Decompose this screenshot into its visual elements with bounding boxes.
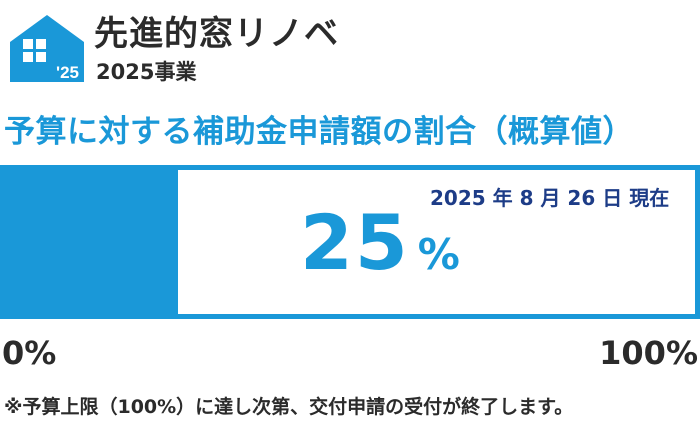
scale-max-label: 100% <box>599 334 698 372</box>
footnote: ※予算上限（100%）に達し次第、交付申請の受付が終了します。 <box>4 396 574 418</box>
scale-min-label: 0% <box>2 334 57 372</box>
brand-subtitle: 2025事業 <box>96 60 197 84</box>
logo-year: '25 <box>56 63 79 82</box>
brand-name: 先進的窓リノベ <box>94 14 339 54</box>
as-of-date: 2025 年 8 月 26 日 現在 <box>430 186 670 210</box>
progress-bar <box>0 165 700 319</box>
percent-readout: 25% <box>300 198 460 287</box>
progress-bar-fill <box>5 170 178 314</box>
percent-unit: % <box>417 230 460 279</box>
house-logo-icon: '25 <box>10 15 84 82</box>
page-title: 予算に対する補助金申請額の割合（概算値） <box>4 114 634 150</box>
percent-value: 25 <box>300 198 410 287</box>
